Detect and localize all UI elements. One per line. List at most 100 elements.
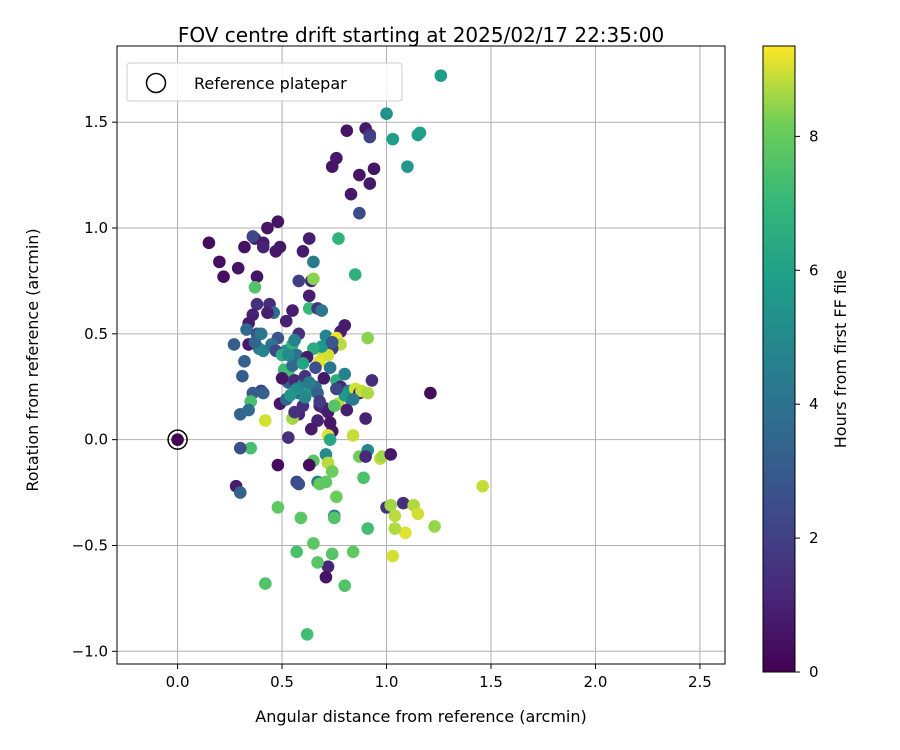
colorbar-label: Hours from first FF file <box>831 270 850 449</box>
chart-title: FOV centre drift starting at 2025/02/17 … <box>178 23 664 47</box>
reference-ring <box>167 429 188 450</box>
data-point <box>363 130 377 144</box>
data-point <box>311 556 324 569</box>
data-point <box>244 441 258 455</box>
data-point <box>325 547 339 561</box>
data-point <box>340 124 354 137</box>
data-point <box>315 304 329 317</box>
data-point <box>290 545 303 559</box>
x-tick-label: 0.5 <box>270 673 294 691</box>
data-point <box>323 433 337 446</box>
data-point <box>271 458 285 472</box>
data-point <box>296 357 310 370</box>
data-point <box>261 221 274 235</box>
data-point <box>386 549 400 563</box>
data-point <box>275 371 289 385</box>
data-point <box>238 355 251 368</box>
data-point <box>288 333 301 347</box>
data-point <box>236 369 249 383</box>
data-point <box>384 448 398 461</box>
colorbar-gradient <box>763 46 795 672</box>
data-point <box>213 255 226 269</box>
data-point <box>348 268 362 281</box>
colorbar-tick-label: 2 <box>809 529 819 547</box>
data-point <box>327 511 341 525</box>
data-point <box>300 628 314 641</box>
data-point <box>332 232 345 245</box>
data-point <box>202 236 216 250</box>
data-points <box>202 69 489 641</box>
x-tick-label: 1.0 <box>375 673 399 691</box>
data-point <box>302 289 316 303</box>
reference-marker-group <box>167 429 188 450</box>
colorbar-frame <box>762 45 796 673</box>
y-tick-label: 0.5 <box>84 325 108 343</box>
reference-point <box>171 433 184 446</box>
y-tick-label: −0.5 <box>72 536 108 554</box>
data-point <box>330 490 343 504</box>
data-point <box>259 414 272 427</box>
data-point <box>233 441 247 455</box>
data-point <box>284 388 297 402</box>
data-point <box>346 429 360 442</box>
data-point <box>380 107 393 121</box>
colorbar-tick-label: 4 <box>809 395 819 413</box>
data-point <box>353 206 366 220</box>
data-point <box>338 367 352 381</box>
x-tick-label: 1.5 <box>479 673 503 691</box>
data-point <box>323 361 337 374</box>
data-point <box>476 479 489 493</box>
data-point <box>305 422 318 436</box>
data-point <box>256 240 270 254</box>
data-point <box>240 323 253 336</box>
data-point <box>319 570 333 584</box>
data-point <box>399 526 412 540</box>
data-point <box>338 579 352 592</box>
data-point <box>413 126 427 140</box>
data-point <box>338 319 352 332</box>
data-point <box>327 399 341 413</box>
data-point <box>361 386 375 400</box>
data-point <box>428 520 441 533</box>
data-point <box>365 374 379 387</box>
data-point <box>309 361 322 374</box>
data-point <box>256 386 270 400</box>
data-point <box>302 458 316 472</box>
data-point <box>279 314 293 328</box>
data-point <box>250 297 264 311</box>
data-point <box>273 240 287 254</box>
data-point <box>353 168 366 182</box>
data-point <box>286 359 299 372</box>
data-point <box>302 232 316 245</box>
data-point <box>388 522 402 535</box>
data-point <box>298 391 312 404</box>
data-point <box>386 132 400 146</box>
axis-ticks: 0.0 0.5 1.0 1.5 2.0 2.5 −1.0 −0.5 0.0 0.5 1.0 1.5 <box>72 113 712 691</box>
data-point <box>396 496 410 510</box>
x-tick-label: 2.0 <box>584 673 608 691</box>
colorbar-tick-label: 6 <box>809 261 819 279</box>
y-tick-label: 1.0 <box>84 219 108 237</box>
data-point <box>292 477 306 491</box>
legend-reference-icon <box>145 72 167 94</box>
data-point <box>288 405 301 419</box>
data-point <box>325 465 339 478</box>
data-point <box>319 475 333 489</box>
data-point <box>296 244 310 258</box>
data-point <box>363 177 377 190</box>
y-axis-label: Rotation from reference (arcmin) <box>23 228 42 491</box>
data-point <box>282 431 295 444</box>
data-point <box>359 450 372 463</box>
data-point <box>292 274 306 288</box>
data-point <box>238 240 251 254</box>
data-point <box>317 371 331 385</box>
data-point <box>325 336 339 349</box>
data-point <box>367 162 381 176</box>
data-point <box>271 215 285 228</box>
data-point <box>344 187 358 201</box>
x-axis-label: Angular distance from reference (arcmin) <box>255 707 586 726</box>
plot-frame <box>116 45 726 665</box>
data-point <box>246 230 260 243</box>
data-point <box>346 545 360 559</box>
